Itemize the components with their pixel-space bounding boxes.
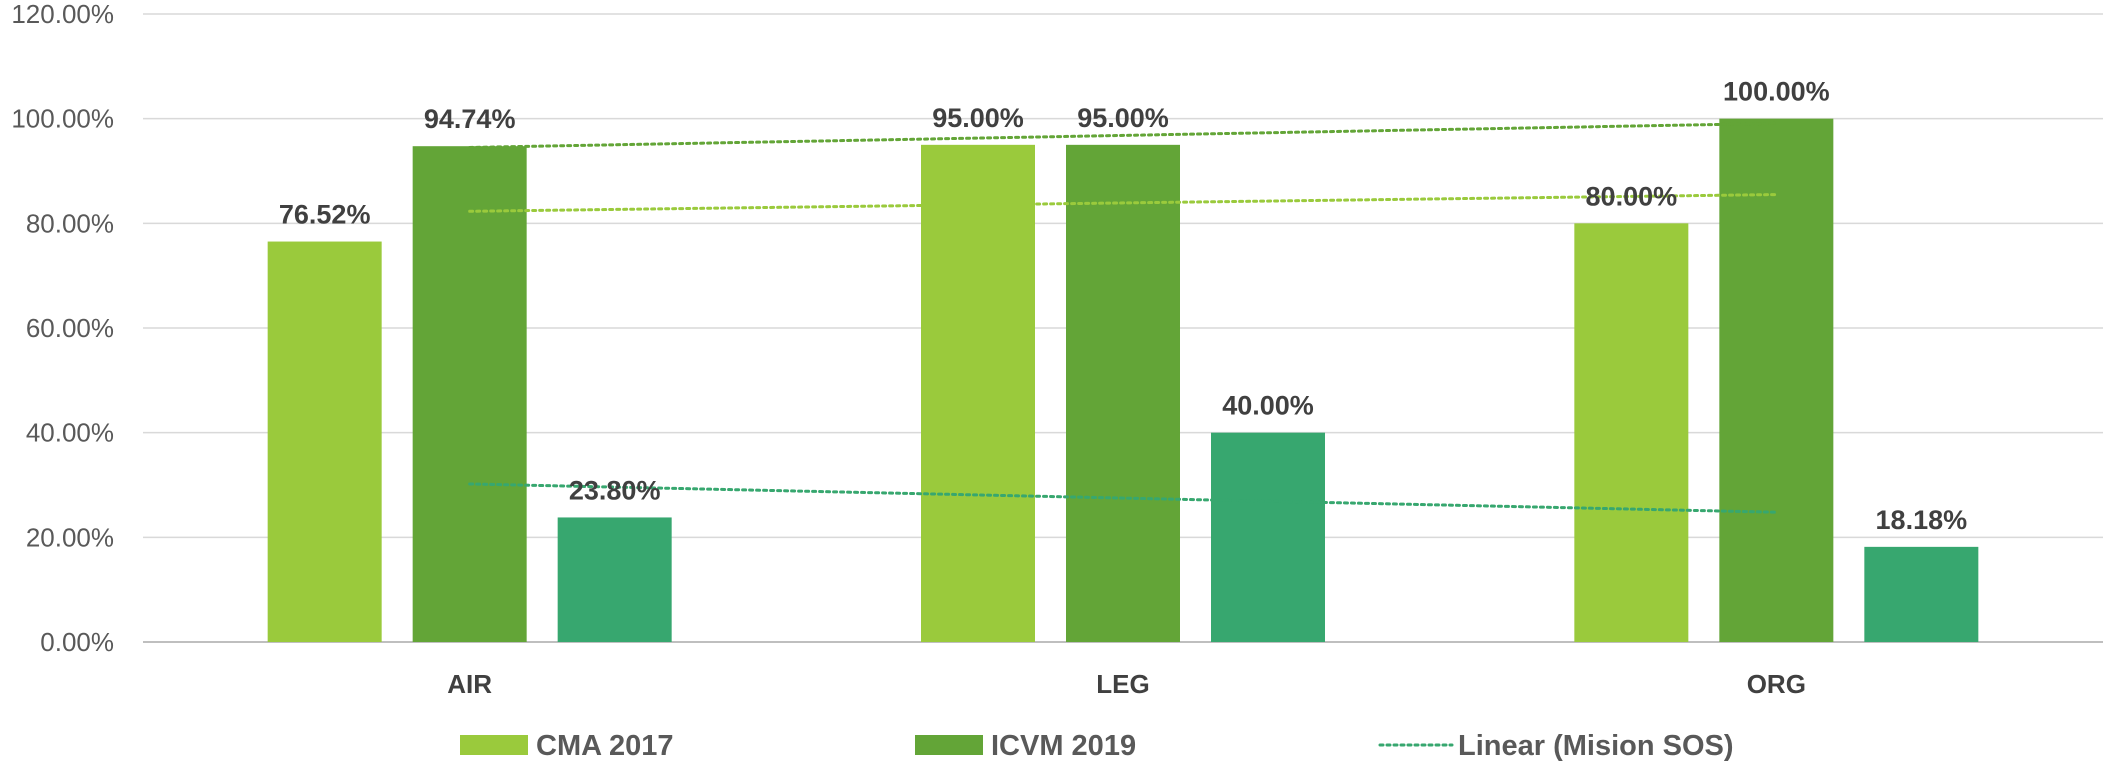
- trendline: [468, 482, 1778, 514]
- legend-swatch: [460, 735, 528, 755]
- data-labels: 76.52% 95.00% 80.00% 94.74% 95.00% 100.00% 23.…: [279, 77, 1967, 535]
- y-tick-label: 40.00%: [26, 418, 114, 448]
- data-label: 76.52%: [279, 200, 371, 230]
- data-label: 18.18%: [1876, 505, 1968, 535]
- data-label: 100.00%: [1723, 77, 1830, 107]
- data-label: 94.74%: [424, 104, 516, 134]
- x-axis: AIR LEG ORG: [447, 669, 1806, 699]
- legend-swatch: [915, 735, 983, 755]
- bar: [1211, 432, 1325, 642]
- y-tick-label: 60.00%: [26, 313, 114, 343]
- y-tick-label: 120.00%: [11, 0, 114, 29]
- legend-label: Linear (Mision SOS): [1458, 730, 1734, 762]
- legend: CMA 2017 ICVM 2019 Linear (Mision SOS): [460, 730, 1734, 762]
- bar: [557, 517, 672, 642]
- data-label: 95.00%: [932, 103, 1024, 133]
- data-label: 95.00%: [1077, 103, 1169, 133]
- data-label: 80.00%: [1586, 181, 1678, 211]
- trendline: [468, 193, 1778, 213]
- x-tick-label: ORG: [1747, 669, 1806, 699]
- legend-label: ICVM 2019: [991, 730, 1136, 762]
- bar: [267, 241, 382, 642]
- bars: [267, 118, 1979, 643]
- bar: [1574, 223, 1689, 643]
- bar: [921, 144, 1035, 643]
- bar: [1864, 546, 1979, 642]
- y-axis: 0.00% 20.00% 40.00% 60.00% 80.00% 100.00% 120.…: [11, 0, 114, 657]
- bar: [1066, 144, 1180, 643]
- y-tick-label: 100.00%: [11, 104, 114, 134]
- bar: [412, 146, 527, 642]
- y-tick-label: 80.00%: [26, 208, 114, 238]
- y-tick-label: 0.00%: [40, 627, 114, 657]
- y-tick-label: 20.00%: [26, 522, 114, 552]
- trendlines: [468, 121, 1778, 514]
- x-tick-label: LEG: [1096, 669, 1149, 699]
- legend-label: CMA 2017: [536, 730, 674, 762]
- data-label: 40.00%: [1222, 391, 1314, 421]
- bar: [1719, 118, 1834, 642]
- trendline: [468, 121, 1778, 149]
- x-tick-label: AIR: [447, 669, 492, 699]
- data-label: 23.80%: [569, 475, 661, 505]
